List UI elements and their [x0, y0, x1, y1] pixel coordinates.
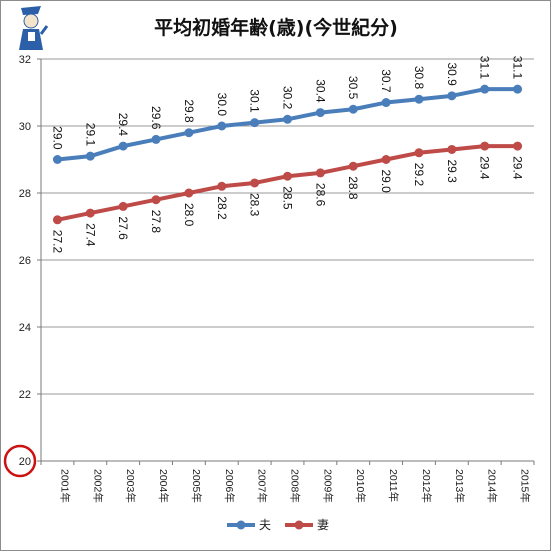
y-tick-label: 22	[19, 389, 31, 401]
data-point	[315, 108, 325, 118]
data-point	[414, 94, 424, 104]
y-tick-label: 30	[19, 121, 31, 133]
data-label: 27.6	[116, 216, 130, 240]
data-label: 29.4	[116, 113, 130, 137]
mascot-hat	[21, 6, 41, 15]
data-point	[315, 168, 325, 178]
x-tick-label: 2013年	[453, 469, 466, 503]
data-point	[85, 208, 95, 218]
data-point	[348, 161, 358, 171]
data-label: 30.7	[379, 69, 393, 93]
y-tick-label: 32	[19, 54, 31, 66]
data-point	[283, 114, 292, 124]
data-point	[480, 84, 490, 94]
data-point	[513, 84, 523, 94]
data-label: 31.1	[511, 56, 525, 80]
annotation-circle	[3, 444, 37, 478]
data-point	[414, 148, 424, 158]
data-label: 28.3	[248, 193, 262, 217]
data-label: 27.4	[83, 223, 97, 247]
x-tick-label: 2010年	[354, 469, 367, 503]
data-label: 29.0	[379, 170, 393, 194]
data-point	[250, 118, 260, 128]
data-point	[447, 144, 457, 154]
data-point	[381, 155, 391, 164]
x-tick-label: 2012年	[420, 469, 433, 503]
data-label: 31.1	[478, 56, 492, 80]
x-tick-label: 2007年	[256, 469, 269, 503]
data-label: 29.4	[478, 156, 492, 180]
data-label: 29.6	[149, 106, 163, 130]
data-label: 28.8	[346, 176, 360, 200]
chart-title: 平均初婚年齢(歳)(今世紀分)	[154, 16, 398, 39]
data-point	[151, 134, 161, 144]
data-point	[480, 141, 490, 151]
data-point	[85, 151, 95, 161]
data-label: 30.1	[248, 89, 262, 113]
x-tick-label: 2009年	[321, 469, 334, 503]
legend-label: 夫	[259, 518, 271, 532]
x-tick-label: 2006年	[223, 469, 236, 503]
y-tick-label: 26	[19, 255, 31, 267]
data-label: 28.6	[313, 183, 327, 207]
x-tick-label: 2001年	[58, 469, 71, 503]
x-tick-label: 2008年	[289, 469, 302, 503]
x-tick-label: 2015年	[519, 469, 532, 503]
data-label: 30.5	[346, 76, 360, 100]
data-label: 30.4	[313, 79, 327, 103]
legend-item: 妻	[285, 518, 329, 532]
data-point	[348, 104, 358, 114]
legend-swatch-marker	[294, 520, 304, 530]
data-label: 28.2	[215, 196, 229, 220]
data-point	[217, 181, 227, 191]
x-tick-label: 2014年	[486, 469, 499, 503]
x-tick-label: 2005年	[190, 469, 203, 503]
data-point	[381, 98, 391, 108]
x-tick-label: 2003年	[124, 469, 137, 503]
data-point	[52, 215, 62, 225]
data-label: 27.2	[50, 230, 64, 254]
data-label: 30.8	[412, 66, 426, 90]
data-point	[447, 91, 457, 101]
data-label: 30.9	[445, 62, 459, 86]
data-point	[513, 141, 523, 151]
data-point	[118, 141, 128, 151]
data-label: 29.4	[511, 156, 525, 180]
y-tick-label: 28	[19, 188, 31, 200]
legend-item: 夫	[227, 518, 271, 532]
mascot-shirt	[28, 32, 35, 41]
mascot-head	[23, 13, 39, 29]
data-label: 27.8	[149, 210, 163, 234]
data-label: 28.0	[182, 203, 196, 227]
legend-label: 妻	[317, 518, 329, 532]
mascot-icon	[19, 6, 49, 50]
data-point	[250, 178, 260, 188]
data-label: 29.1	[83, 123, 97, 147]
x-tick-label: 2011年	[387, 469, 400, 502]
data-label: 28.5	[281, 186, 295, 210]
data-label: 29.8	[182, 99, 196, 123]
y-tick-label: 20	[19, 456, 31, 468]
data-label: 29.3	[445, 159, 459, 183]
data-point	[283, 171, 292, 181]
data-point	[118, 201, 128, 211]
data-point	[151, 195, 161, 205]
data-label: 29.2	[412, 163, 426, 187]
data-point	[52, 155, 62, 164]
data-point	[217, 121, 227, 131]
y-tick-label: 24	[19, 322, 31, 334]
data-label: 30.0	[215, 93, 229, 117]
data-label: 29.0	[50, 126, 64, 150]
data-label: 30.2	[281, 86, 295, 110]
legend-swatch-marker	[236, 520, 246, 530]
data-point	[184, 128, 194, 138]
mascot-arm	[39, 25, 49, 35]
data-point	[184, 188, 194, 198]
x-tick-label: 2002年	[91, 469, 104, 503]
x-tick-label: 2004年	[157, 469, 170, 503]
